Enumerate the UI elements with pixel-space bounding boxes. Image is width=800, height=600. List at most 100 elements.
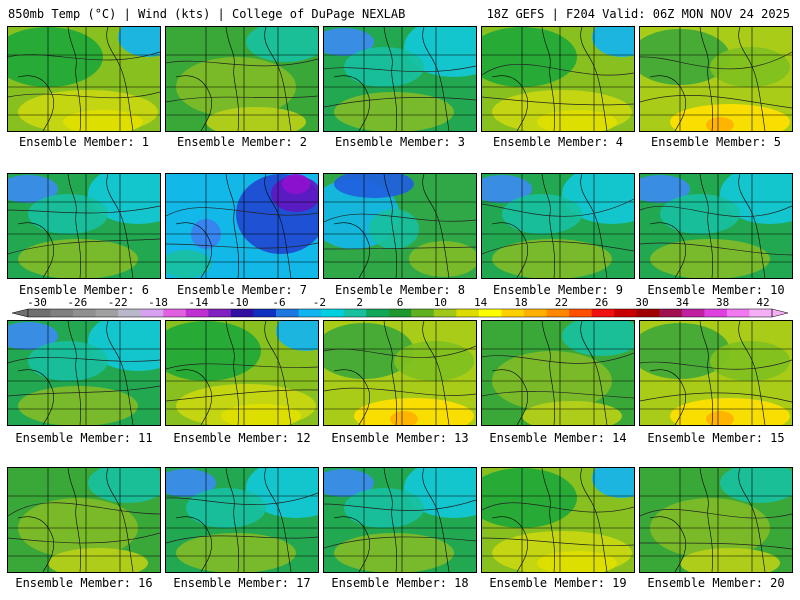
state-borders (640, 27, 792, 131)
member-map-19 (481, 467, 635, 573)
colorbar-tick-label: -6 (272, 296, 286, 309)
member-map-4 (481, 26, 635, 132)
member-label-6: Ensemble Member: 6 (18, 283, 150, 297)
colorbar-swatch (478, 309, 502, 317)
member-map-7 (165, 173, 319, 279)
temperature-field (324, 468, 476, 572)
temperature-field (166, 468, 318, 572)
colorbar-swatch (253, 309, 277, 317)
temperature-field (166, 321, 318, 425)
state-borders (482, 174, 634, 278)
colorbar-swatch (524, 309, 548, 317)
state-borders (166, 321, 318, 425)
member-label-5: Ensemble Member: 5 (650, 135, 782, 149)
colorbar-swatch (614, 309, 638, 317)
colorbar-tick-label: -22 (107, 296, 128, 309)
colorbar-swatch (28, 309, 52, 317)
state-borders (8, 468, 160, 572)
state-borders (482, 468, 634, 572)
member-label-10: Ensemble Member: 10 (647, 283, 785, 297)
colorbar-tick-label: 2 (356, 296, 363, 309)
colorbar-tick-label: -10 (228, 296, 249, 309)
member-map-10 (639, 173, 793, 279)
colorbar-tick-label: 30 (635, 296, 649, 309)
colorbar-swatch (749, 309, 773, 317)
state-borders (640, 468, 792, 572)
colorbar-swatch (388, 309, 412, 317)
colorbar-tick-label: 6 (396, 296, 404, 309)
state-borders (324, 27, 476, 131)
member-map-6 (7, 173, 161, 279)
member-map-16 (7, 467, 161, 573)
header-title: 850mb Temp (°C) | Wind (kts) | College o… (8, 7, 406, 21)
colorbar-tick-label: -14 (188, 296, 209, 309)
state-borders (166, 468, 318, 572)
temperature-field (482, 321, 634, 425)
colorbar-tick-label: -26 (67, 296, 88, 309)
member-label-4: Ensemble Member: 4 (492, 135, 624, 149)
member-label-11: Ensemble Member: 11 (15, 431, 153, 445)
temperature-field (8, 468, 160, 572)
isotherms (640, 509, 792, 550)
isotherms (482, 352, 634, 399)
member-label-18: Ensemble Member: 18 (331, 576, 469, 590)
isotherms (482, 198, 634, 255)
member-label-3: Ensemble Member: 3 (334, 135, 466, 149)
member-label-13: Ensemble Member: 13 (331, 431, 469, 445)
member-map-12 (165, 320, 319, 426)
state-borders (166, 174, 318, 278)
isotherms (640, 205, 792, 256)
temperature-field (482, 174, 634, 278)
colorbar-swatch (298, 309, 322, 317)
state-borders (8, 174, 160, 278)
colorbar-tick-label: -18 (148, 296, 168, 309)
colorbar-swatch (501, 309, 525, 317)
isotherms (482, 502, 634, 546)
member-map-11 (7, 320, 161, 426)
colorbar-swatch (681, 309, 705, 317)
temperature-field (482, 468, 634, 572)
member-label-16: Ensemble Member: 16 (15, 576, 153, 590)
colorbar-arrow-right (771, 308, 789, 318)
state-borders (166, 27, 318, 131)
colorbar-swatch (366, 309, 390, 317)
colorbar-tick-label: 18 (514, 296, 528, 309)
state-borders (640, 174, 792, 278)
member-map-8 (323, 173, 477, 279)
isotherms (482, 63, 634, 106)
colorbar-swatch (411, 309, 435, 317)
colorbar-swatch (230, 309, 254, 317)
isotherms (640, 51, 792, 109)
colorbar-tick-label: -30 (27, 296, 47, 309)
colorbar-tick-label: 38 (716, 296, 730, 309)
colorbar-tick-label: 10 (433, 296, 447, 309)
colorbar-swatch (208, 309, 232, 317)
member-label-12: Ensemble Member: 12 (173, 431, 311, 445)
temperature-field (482, 27, 634, 131)
state-borders (640, 321, 792, 425)
state-borders (482, 27, 634, 131)
temperature-field (640, 321, 792, 425)
colorbar-tick-label: 26 (595, 296, 609, 309)
colorbar-swatch (456, 309, 480, 317)
colorbar-swatch (546, 309, 570, 317)
colorbar-tick-label: -2 (312, 296, 326, 309)
member-map-15 (639, 320, 793, 426)
member-map-5 (639, 26, 793, 132)
colorbar-swatch (163, 309, 187, 317)
colorbar-swatch (118, 309, 142, 317)
isotherms (8, 51, 160, 99)
isotherms (324, 345, 476, 396)
colorbar-swatch (321, 309, 345, 317)
colorbar-swatch (95, 309, 119, 317)
colorbar-swatch (569, 309, 593, 317)
isotherms (8, 502, 160, 544)
isotherms (640, 359, 792, 403)
colorbar-swatch (704, 309, 728, 317)
isotherms (324, 213, 476, 250)
member-map-17 (165, 467, 319, 573)
isotherms (166, 207, 318, 249)
temperature-field (324, 27, 476, 131)
member-label-7: Ensemble Member: 7 (176, 283, 308, 297)
isotherms (324, 65, 476, 108)
